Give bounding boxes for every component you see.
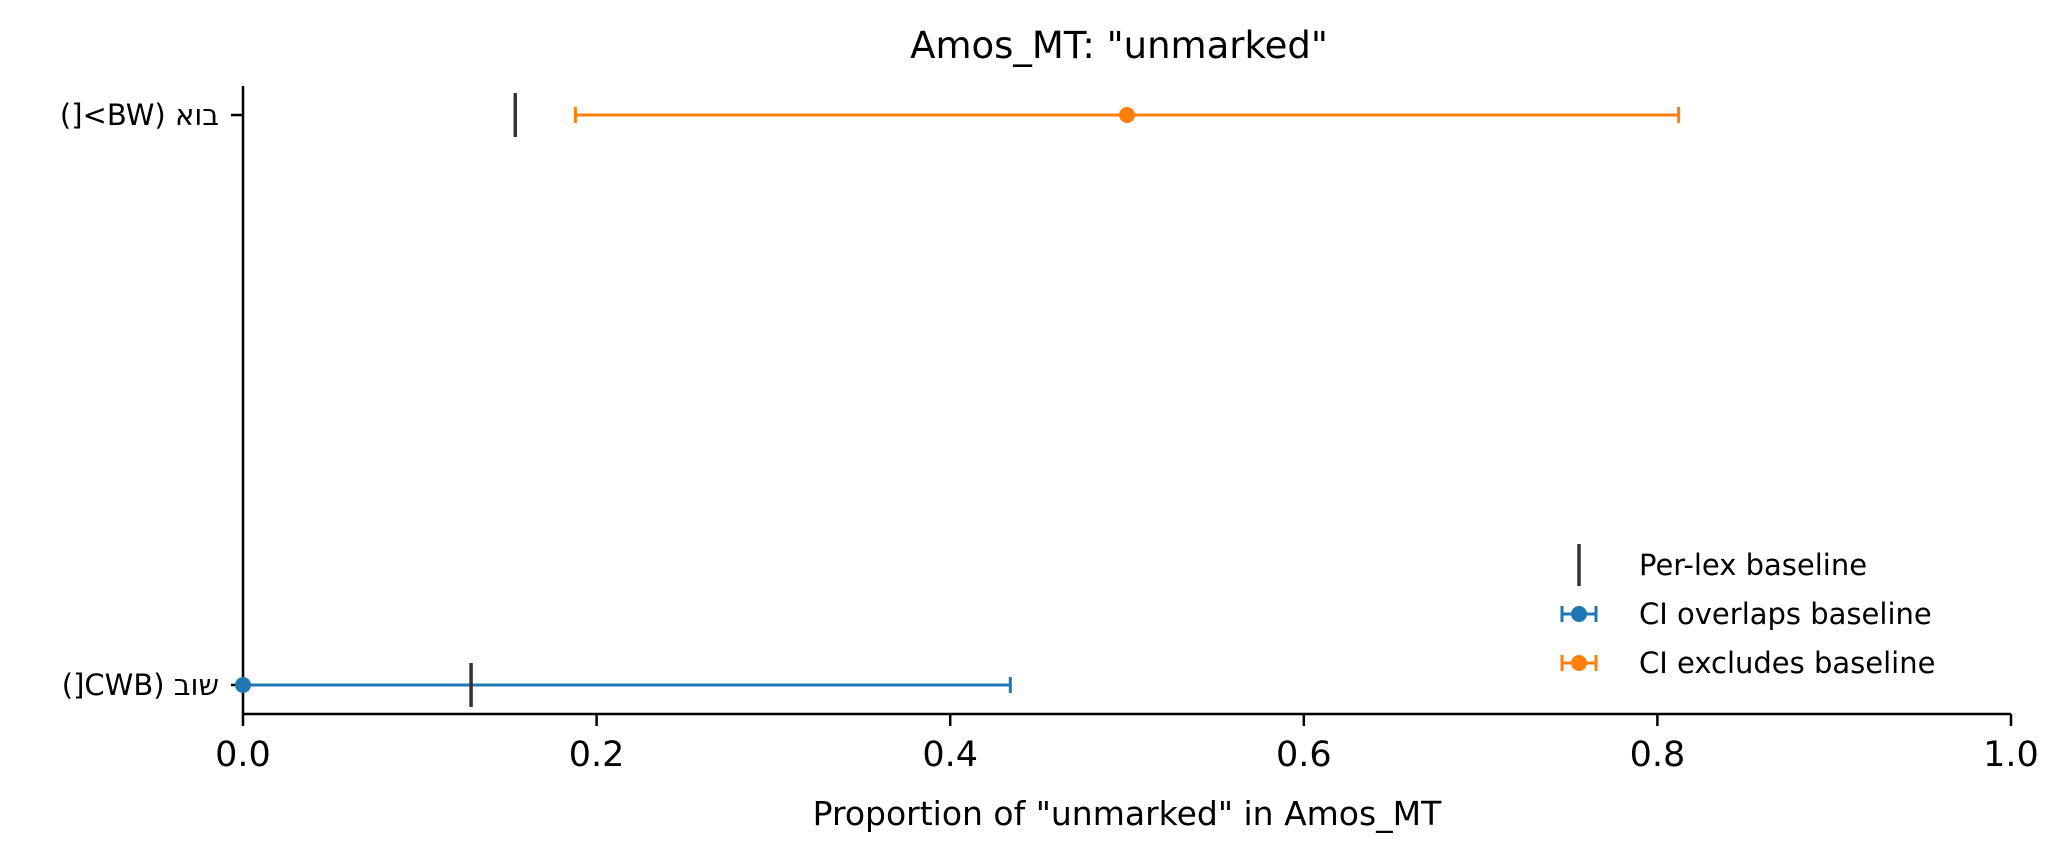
y-tick-label: שוב (CWB[) xyxy=(62,668,219,702)
x-tick-label: 0.2 xyxy=(569,735,625,775)
plot-area: 0.0 0.2 0.4 0.6 0.8 1.0 בוא (BW>[) שוב (CWB[) xyxy=(60,86,2039,775)
estimate-point xyxy=(235,677,251,693)
estimate-point xyxy=(1119,107,1135,123)
x-tick-label: 0.4 xyxy=(922,735,978,775)
legend-item-excludes: CI excludes baseline xyxy=(1560,646,1935,680)
legend-label: Per-lex baseline xyxy=(1639,548,1867,582)
legend-item-overlaps: CI overlaps baseline xyxy=(1560,597,1932,631)
x-ticks: 0.0 0.2 0.4 0.6 0.8 1.0 xyxy=(215,714,2039,775)
x-tick-label: 1.0 xyxy=(1983,735,2039,775)
data-marks xyxy=(235,93,1681,707)
legend-dot-swatch xyxy=(1571,606,1587,622)
legend-label: CI excludes baseline xyxy=(1639,646,1935,680)
legend-item-baseline: Per-lex baseline xyxy=(1577,544,1867,586)
legend-label: CI overlaps baseline xyxy=(1639,597,1932,631)
y-ticks: בוא (BW>[) שוב (CWB[) xyxy=(60,98,243,702)
legend: Per-lex baseline CI overlaps baseline CI e… xyxy=(1560,544,1935,680)
errorbar-1 xyxy=(235,663,1012,707)
x-tick-label: 0.6 xyxy=(1276,735,1332,775)
legend-dot-swatch xyxy=(1571,655,1587,671)
y-tick-label: בוא (BW>[) xyxy=(60,98,219,132)
errorbar-0 xyxy=(513,93,1681,137)
chart-title: Amos_MT: "unmarked" xyxy=(910,24,1328,67)
x-axis-label: Proportion of "unmarked" in Amos_MT xyxy=(813,794,1443,833)
x-tick-label: 0.0 xyxy=(215,735,271,775)
x-tick-label: 0.8 xyxy=(1630,735,1686,775)
